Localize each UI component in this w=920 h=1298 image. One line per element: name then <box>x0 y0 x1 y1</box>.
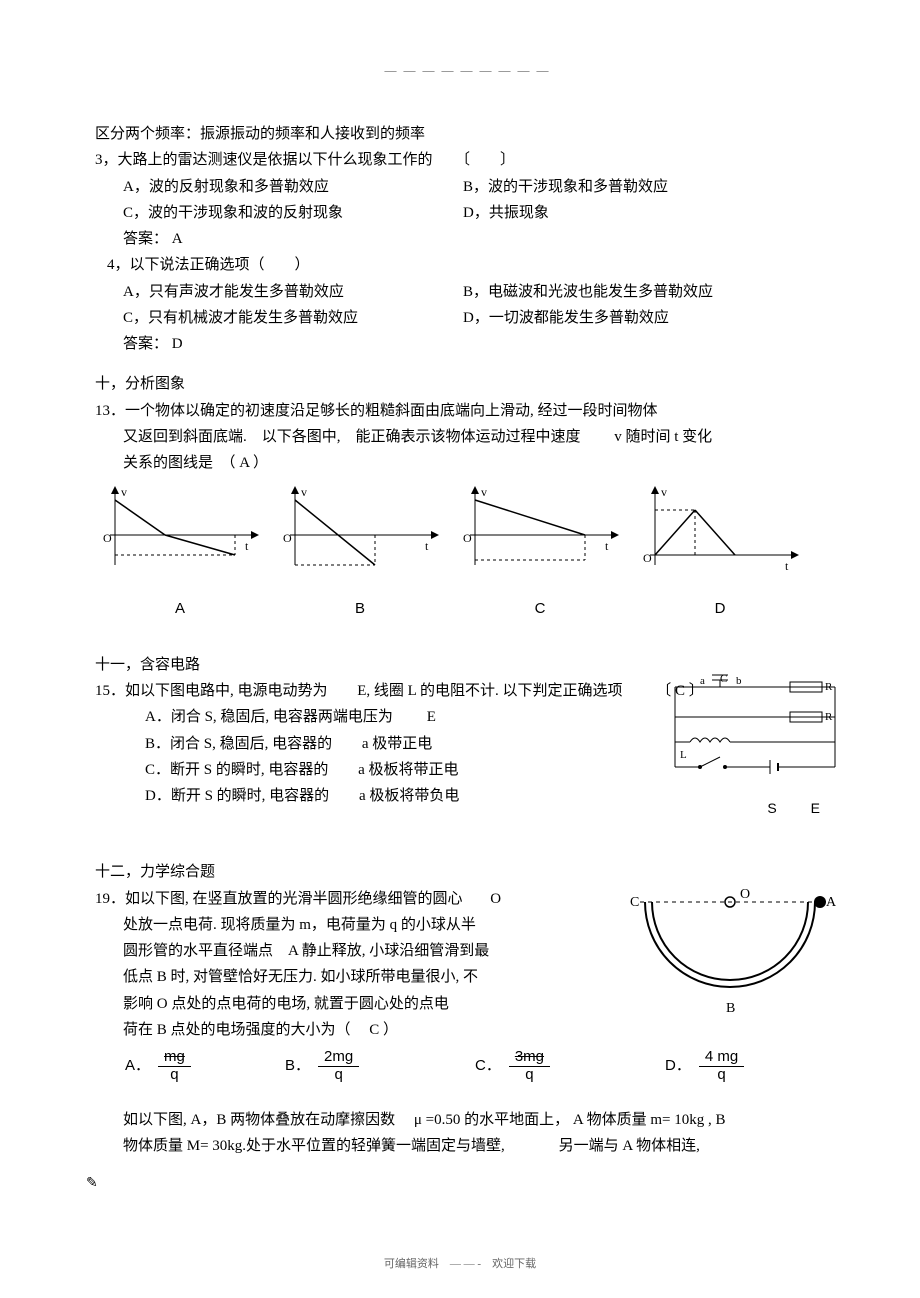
header-dashes: — — — — — — — — — <box>95 60 840 81</box>
q19-A-num: mg <box>158 1049 191 1067</box>
axis-v: v <box>481 485 487 499</box>
q19-D-lbl: D． <box>665 1053 691 1079</box>
q15-D: D．断开 S 的瞬时, 电容器的 a 极板将带负电 <box>95 783 840 809</box>
circuit-bottom-labels: S E <box>767 796 820 821</box>
q13-l2a: 又返回到斜面底端. 以下各图中, 能正确表示该物体运动过程中速度 <box>123 429 581 445</box>
q19-A-lbl: A． <box>125 1053 150 1079</box>
q15-B-b: a 极带正电 <box>362 736 432 752</box>
q19-block: 19．如以下图, 在竖直放置的光滑半圆形绝缘细管的圆心 O 处放一点电荷. 现将… <box>95 886 840 1084</box>
q19-A-den: q <box>170 1067 178 1084</box>
graph-B-svg: v O t <box>275 480 445 580</box>
q4-optA: A，只有声波才能发生多普勒效应 <box>123 279 463 305</box>
q4-optD: D，一切波都能发生多普勒效应 <box>463 305 840 331</box>
sec10: 十，分析图象 <box>95 371 840 397</box>
axis-O: O <box>643 551 652 565</box>
pencil-icon: ✎ <box>86 1172 98 1197</box>
axis-O: O <box>283 531 292 545</box>
graph-C-svg: v O t <box>455 480 625 580</box>
q3-optB: B，波的干涉现象和多普勒效应 <box>463 174 840 200</box>
graphs-row: v O t A v O t <box>95 480 840 622</box>
q4-optC: C，只有机械波才能发生多普勒效应 <box>123 305 463 331</box>
q15-D-a: D．断开 S 的瞬时, 电容器的 <box>145 788 329 804</box>
q13-l2b: v 随时间 t 变化 <box>614 429 712 445</box>
circuit-L: L <box>680 749 687 761</box>
circuit-diagram: a C b R R L <box>660 672 850 782</box>
axis-v: v <box>301 485 307 499</box>
graph-D: v O t D <box>635 480 805 622</box>
qlast-l2b: 另一端与 A 物体相连, <box>559 1138 700 1154</box>
q19-B-num: 2mg <box>318 1049 359 1067</box>
page-footer: 可编辑资料 — — - 欢迎下载 <box>0 1255 920 1274</box>
q15-A-b: E <box>427 709 436 725</box>
graph-A-label: A <box>95 596 265 622</box>
q4-optB: B，电磁波和光波也能发生多普勒效应 <box>463 279 840 305</box>
circuit-E: E <box>811 796 820 821</box>
graph-B: v O t B <box>275 480 445 622</box>
intro-line: 区分两个频率：振源振动的频率和人接收到的频率 <box>95 121 840 147</box>
semicircle-diagram: C O A B <box>620 882 840 1032</box>
axis-O: O <box>463 531 472 545</box>
q19-B-den: q <box>334 1067 342 1084</box>
q15-D-b: a 极板将带负电 <box>359 788 459 804</box>
q3-answer: 答案： A <box>95 226 840 252</box>
q15-B-a: B．闭合 S, 稳固后, 电容器的 <box>145 736 332 752</box>
semi-O: O <box>740 887 750 902</box>
axis-t: t <box>605 539 609 553</box>
graph-A: v O t A <box>95 480 265 622</box>
q19-C-den: q <box>525 1067 533 1084</box>
q19-C-lbl: C． <box>475 1053 501 1079</box>
q19-B-lbl: B． <box>285 1053 310 1079</box>
axis-t: t <box>785 559 789 573</box>
q4-stem: 4，以下说法正确选项（ ） <box>95 252 840 278</box>
circuit-S: S <box>767 796 776 821</box>
circuit-b: b <box>736 675 742 687</box>
semi-A: A <box>826 895 837 910</box>
graph-A-svg: v O t <box>95 480 265 580</box>
q3-stem: 3，大路上的雷达测速仪是依据以下什么现象工作的 〔 〕 <box>95 147 840 173</box>
graph-B-label: B <box>275 596 445 622</box>
axis-t: t <box>425 539 429 553</box>
q19-l1-a: 19．如以下图, 在竖直放置的光滑半圆形绝缘细管的圆心 <box>95 891 463 907</box>
q3-optC: C，波的干涉现象和波的反射现象 <box>123 200 463 226</box>
q13-l1: 13．一个物体以确定的初速度沿足够长的粗糙斜面由底端向上滑动, 经过一段时间物体 <box>95 398 840 424</box>
circuit-a: a <box>700 675 705 687</box>
q15-stem-a: 15．如以下图电路中, 电源电动势为 <box>95 683 328 699</box>
q13-l3: 关系的图线是 （ A ） <box>95 450 840 476</box>
q19-l1-b: O <box>490 891 501 907</box>
q15-stem-b: E, 线圈 L 的电阻不计. 以下判定正确选项 <box>357 683 622 699</box>
q19-D-den: q <box>717 1067 725 1084</box>
q19-C-num: 3mg <box>509 1049 550 1067</box>
semi-B: B <box>726 1001 735 1016</box>
q15-C-a: C．断开 S 的瞬时, 电容器的 <box>145 762 328 778</box>
graph-C-label: C <box>455 596 625 622</box>
q19-D-num: 4 mg <box>699 1049 744 1067</box>
q3-optA: A，波的反射现象和多普勒效应 <box>123 174 463 200</box>
axis-v: v <box>661 485 667 499</box>
circuit-R1: R <box>825 681 833 693</box>
q13-l2: 又返回到斜面底端. 以下各图中, 能正确表示该物体运动过程中速度 v 随时间 t… <box>95 424 840 450</box>
q15-block: 15．如以下图电路中, 电源电动势为 E, 线圈 L 的电阻不计. 以下判定正确… <box>95 678 840 809</box>
qlast-l2: 物体质量 M= 30kg.处于水平位置的轻弹簧一端固定与墙壁, 另一端与 A 物… <box>95 1133 840 1159</box>
q19-options: A． mg q B． 2mg q C． 3mg q <box>95 1049 840 1083</box>
graph-D-svg: v O t <box>635 480 805 580</box>
q15-A-a: A．闭合 S, 稳固后, 电容器两端电压为 <box>145 709 393 725</box>
axis-t: t <box>245 539 249 553</box>
axis-v: v <box>121 485 127 499</box>
circuit-C: C <box>720 673 727 685</box>
graph-C: v O t C <box>455 480 625 622</box>
axis-O: O <box>103 531 112 545</box>
q4-answer: 答案： D <box>95 331 840 357</box>
qlast-l1: 如以下图, A，B 两物体叠放在动摩擦因数 μ =0.50 的水平地面上， A … <box>95 1107 840 1133</box>
qlast-l2a: 物体质量 M= 30kg.处于水平位置的轻弹簧一端固定与墙壁, <box>123 1138 505 1154</box>
semi-C: C <box>630 895 639 910</box>
q15-C-b: a 极板将带正电 <box>358 762 458 778</box>
q3-optD: D，共振现象 <box>463 200 840 226</box>
graph-D-label: D <box>635 596 805 622</box>
circuit-R2: R <box>825 711 833 723</box>
